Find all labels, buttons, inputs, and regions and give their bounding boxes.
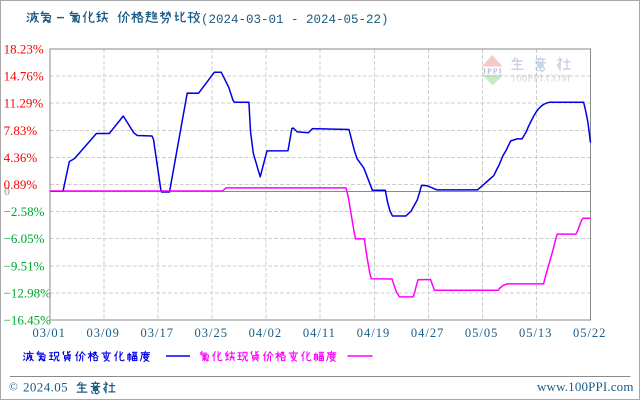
svg-text:05/13: 05/13 bbox=[519, 326, 552, 340]
svg-text:11.29%: 11.29% bbox=[4, 96, 44, 111]
svg-text:05/05: 05/05 bbox=[465, 326, 498, 340]
svg-text:0: 0 bbox=[4, 184, 10, 198]
svg-text:04/11: 04/11 bbox=[303, 326, 336, 340]
svg-text:03/09: 03/09 bbox=[86, 326, 119, 340]
svg-text:04/02: 04/02 bbox=[249, 326, 282, 340]
svg-text:18.23%: 18.23% bbox=[4, 42, 44, 57]
svg-text:(2024-03-01 - 2024-05-22): (2024-03-01 - 2024-05-22) bbox=[201, 13, 389, 27]
svg-text:03/01: 03/01 bbox=[32, 326, 65, 340]
svg-text:−2.58%: −2.58% bbox=[4, 204, 45, 219]
svg-text:IPPI: IPPI bbox=[483, 67, 503, 76]
svg-text:05/22: 05/22 bbox=[573, 326, 606, 340]
svg-text:2024.05: 2024.05 bbox=[23, 380, 68, 395]
svg-text:03/17: 03/17 bbox=[141, 326, 174, 340]
svg-text:©: © bbox=[9, 382, 18, 394]
svg-text:03/25: 03/25 bbox=[195, 326, 228, 340]
svg-text:4.36%: 4.36% bbox=[4, 150, 38, 165]
svg-text:0.89%: 0.89% bbox=[4, 177, 38, 192]
svg-text:14.76%: 14.76% bbox=[4, 69, 44, 84]
svg-text:−16.45%: −16.45% bbox=[4, 313, 52, 328]
svg-text:04/19: 04/19 bbox=[357, 326, 390, 340]
svg-text:−9.51%: −9.51% bbox=[4, 258, 45, 273]
svg-text:7.83%: 7.83% bbox=[4, 123, 38, 138]
svg-text:−12.98%: −12.98% bbox=[4, 285, 52, 300]
svg-text:04/27: 04/27 bbox=[411, 326, 444, 340]
svg-text:−6.05%: −6.05% bbox=[4, 231, 45, 246]
svg-text:www.100PPI.com: www.100PPI.com bbox=[537, 379, 634, 394]
svg-text:100PPI.COM: 100PPI.COM bbox=[511, 74, 571, 85]
